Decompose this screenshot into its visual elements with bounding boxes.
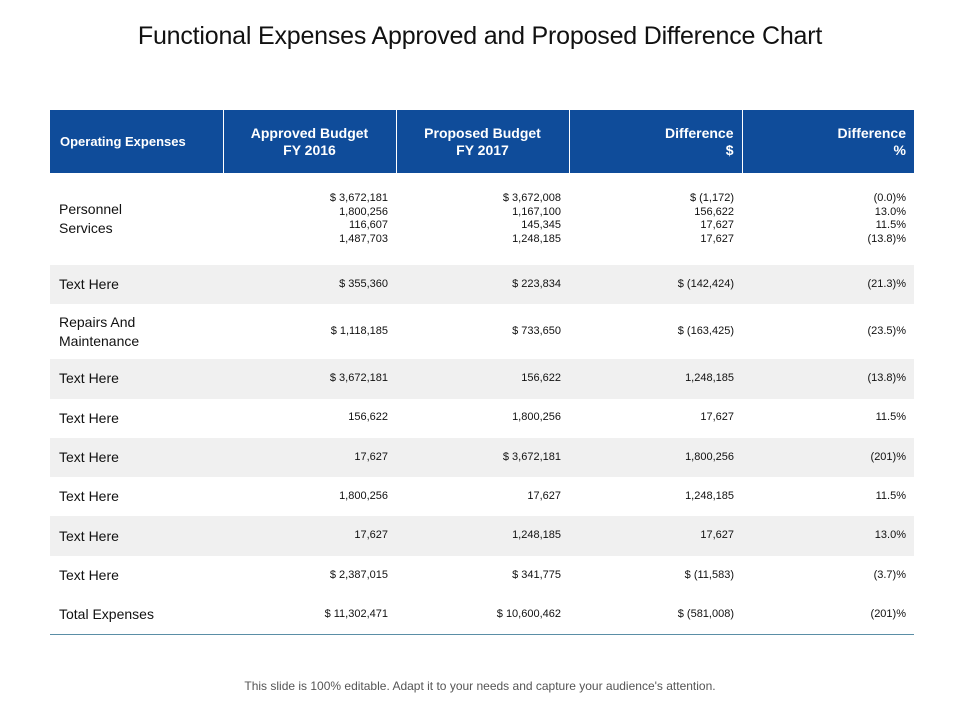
total-row: Total Expenses $ 11,302,471 $ 10,600,462… [50,595,914,636]
row-label: Text Here [50,265,223,305]
table-row: Repairs And Maintenance $ 1,118,185 $ 733… [50,304,914,359]
row-label: Text Here [50,359,223,399]
approved-cell: $ 3,672,181 [223,359,396,399]
approved-cell: 17,627 [223,516,396,556]
difference-cell: $ (11,583) [684,568,734,581]
approved-cell: $ 2,387,015 [329,568,388,581]
approved-cell: $ 11,302,471 [223,595,396,636]
table-row: Text Here $ 2,387,015 $ 341,775 $ (11,58… [50,556,914,595]
difference-cell: $ (142,424) [569,265,742,305]
header-operating-expenses: Operating Expenses [50,110,224,173]
table-row: Text Here 17,627 $ 3,672,181 1,800,256 (… [50,437,914,478]
approved-cell: 17,627 [223,437,396,478]
table-row: Text Here 1,800,256 17,627 1,248,185 11.… [50,477,914,516]
proposed-cell: $ 733,650 [512,325,561,338]
percent-cell: (23.5)% [867,325,906,338]
proposed-cell: 1,248,185 [396,516,569,556]
table-row: Text Here 17,627 1,248,185 17,627 13.0% [50,516,914,556]
row-label: Text Here [50,516,223,556]
percent-cell: 13.0% [742,516,914,556]
percent-cell: (13.8)% [742,359,914,399]
expenses-table-container: Operating Expenses Approved Budget FY 201… [50,110,914,636]
percent-cell: (201)% [742,437,914,478]
percent-cell: (21.3)% [742,265,914,305]
percent-cell: (3.7)% [873,568,906,581]
proposed-cell: $ 3,672,008 1,167,100 145,345 1,248,185 [502,192,561,245]
approved-cell: 1,800,256 [339,490,388,503]
table-row: Text Here 156,622 1,800,256 17,627 11.5% [50,399,914,438]
row-label: Text Here [59,488,119,505]
table-row: Personnel Services $ 3,672,181 1,800,256 11… [50,173,914,265]
total-label: Total Expenses [50,595,223,636]
difference-cell: 17,627 [700,411,734,424]
proposed-cell: 17,627 [527,490,561,503]
row-label: Text Here [59,409,119,426]
expenses-table: Operating Expenses Approved Budget FY 201… [50,110,914,636]
proposed-cell: 156,622 [396,359,569,399]
row-label: Text Here [50,437,223,478]
proposed-cell: 1,800,256 [512,411,561,424]
difference-cell: $ (581,008) [569,595,742,636]
approved-cell: $ 355,360 [223,265,396,305]
footer-note: This slide is 100% editable. Adapt it to… [244,679,716,693]
approved-cell: $ 1,118,185 [330,325,388,338]
percent-cell: (0.0)% 13.0% 11.5% (13.8)% [867,192,906,245]
difference-cell: 1,248,185 [569,359,742,399]
proposed-cell: $ 223,834 [396,265,569,305]
table-header-row: Operating Expenses Approved Budget FY 201… [50,110,914,173]
row-label: Personnel Services [59,201,123,236]
percent-cell: 11.5% [875,490,906,503]
difference-cell: 1,248,185 [685,490,734,503]
proposed-cell: $ 341,775 [512,568,561,581]
proposed-cell: $ 3,672,181 [396,437,569,478]
header-proposed-budget: Proposed Budget FY 2017 [396,110,570,173]
difference-cell: $ (163,425) [677,325,734,338]
percent-cell: 11.5% [875,411,906,424]
header-approved-budget: Approved Budget FY 2016 [223,110,397,173]
approved-cell: 156,622 [348,411,388,424]
row-label: Repairs And Maintenance [59,313,140,349]
approved-cell: $ 3,672,181 1,800,256 116,607 1,487,703 [329,192,388,245]
header-difference-percent: Difference% [742,110,914,173]
header-difference-dollar: Difference $ [569,110,743,173]
proposed-cell: $ 10,600,462 [396,595,569,636]
difference-cell: $ (1,172) 156,622 17,627 17,627 [689,192,734,245]
difference-cell: 17,627 [569,516,742,556]
row-label: Text Here [59,566,119,583]
difference-cell: 1,800,256 [569,437,742,478]
table-row: Text Here $ 3,672,181 156,622 1,248,185 … [50,359,914,399]
page-title: Functional Expenses Approved and Propose… [137,22,823,50]
percent-cell: (201)% [742,595,914,636]
table-row: Text Here $ 355,360 $ 223,834 $ (142,424… [50,265,914,305]
